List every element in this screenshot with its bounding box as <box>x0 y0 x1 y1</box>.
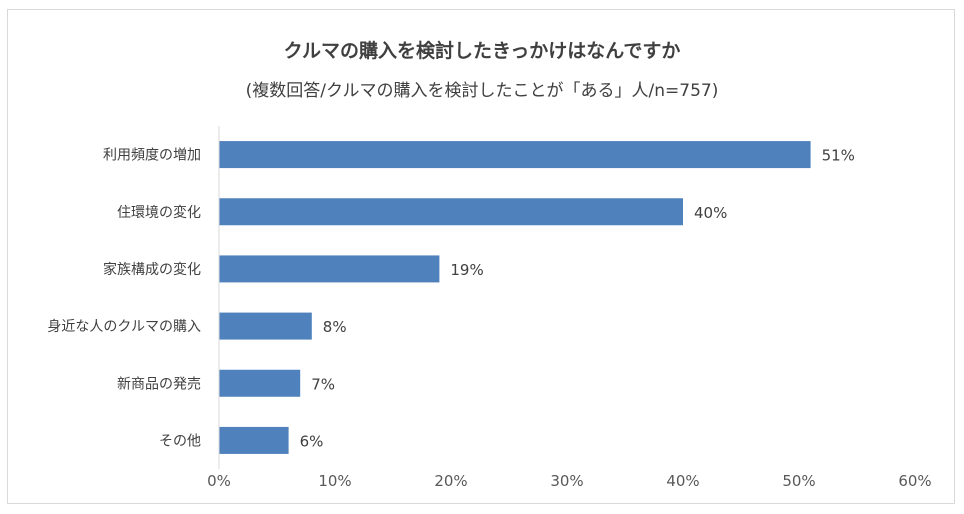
category-label: 住環境の変化 <box>117 204 201 221</box>
x-tick-label: 0% <box>207 472 231 490</box>
data-label: 6% <box>300 432 324 450</box>
x-tick-label: 30% <box>550 472 583 490</box>
chart-subtitle: (複数回答/クルマの購入を検討したことが「ある」人/n=757) <box>245 81 719 101</box>
category-label: 新商品の発売 <box>117 376 201 392</box>
data-label: 8% <box>323 318 347 336</box>
data-label: 40% <box>694 204 727 222</box>
bar-0 <box>219 141 811 169</box>
data-label: 19% <box>450 261 483 279</box>
x-tick-label: 10% <box>318 472 351 490</box>
data-label: 7% <box>311 375 335 393</box>
bar-3 <box>219 312 312 340</box>
bars-group <box>219 141 811 454</box>
chart-frame <box>7 9 955 504</box>
bar-4 <box>219 369 301 397</box>
category-label: その他 <box>159 433 201 449</box>
category-label: 身近な人のクルマの購入 <box>47 319 201 335</box>
x-tick-label: 60% <box>898 472 931 490</box>
bar-2 <box>219 255 440 283</box>
bar-1 <box>219 198 683 226</box>
category-label: 家族構成の変化 <box>103 261 201 278</box>
category-label: 利用頻度の増加 <box>103 148 201 164</box>
bar-5 <box>219 426 289 454</box>
chart-title: クルマの購入を検討したきっかけはなんですか <box>283 40 681 62</box>
x-tick-label: 20% <box>434 472 467 490</box>
x-tick-label: 40% <box>666 472 699 490</box>
data-label: 51% <box>822 147 855 165</box>
data-labels: 51% 40% 19% 8% 7% 6% <box>300 147 855 451</box>
x-tick-labels: 0% 10% 20% 30% 40% 50% 60% <box>207 472 932 490</box>
x-tick-label: 50% <box>782 472 815 490</box>
